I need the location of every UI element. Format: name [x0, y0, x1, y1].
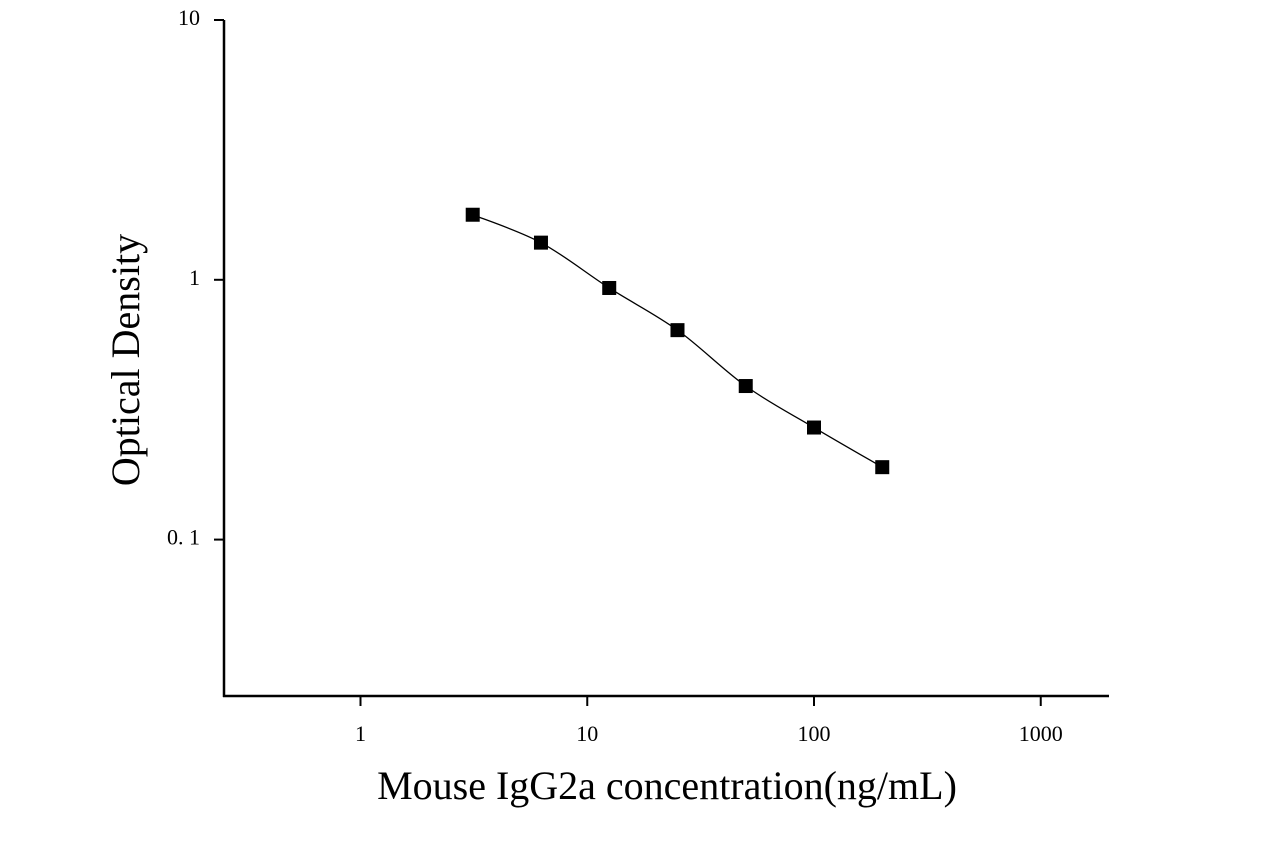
data-point: [602, 280, 617, 295]
data-point: [738, 379, 753, 394]
y-tick-label: 0. 1: [167, 525, 200, 550]
x-tick-label: 1000: [1019, 721, 1063, 746]
y-tick-label: 1: [189, 265, 200, 290]
x-tick-label: 10: [576, 721, 598, 746]
data-point: [533, 235, 548, 250]
x-axis-title: Mouse IgG2a concentration(ng/mL): [377, 763, 957, 808]
x-tick-label: 1: [355, 721, 366, 746]
data-point: [670, 323, 685, 338]
x-tick-label: 100: [798, 721, 831, 746]
data-point: [875, 460, 890, 475]
data-point: [807, 420, 821, 435]
y-axis-title: Optical Density: [103, 234, 148, 486]
data-point: [465, 207, 480, 222]
y-tick-label: 10: [178, 5, 200, 30]
